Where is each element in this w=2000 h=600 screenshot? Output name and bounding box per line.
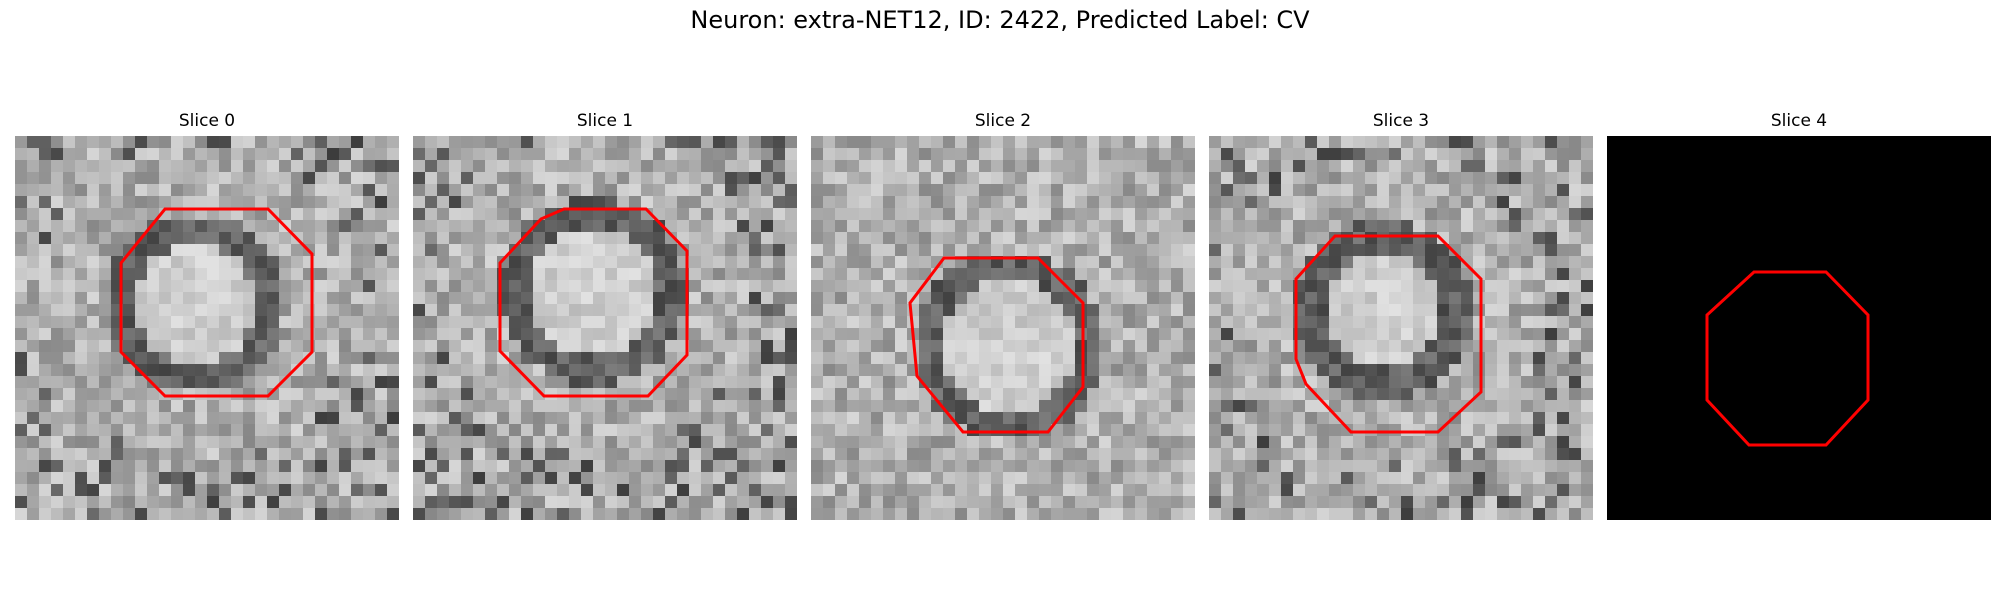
slice-image-3 xyxy=(1209,136,1593,520)
slice-image-4 xyxy=(1607,136,1991,520)
micrograph-pixels xyxy=(15,136,399,520)
slice-image-svg xyxy=(413,136,797,520)
micrograph-pixels xyxy=(1209,136,1593,520)
slice-title: Slice 2 xyxy=(974,111,1032,131)
slice-image-2 xyxy=(811,136,1195,520)
slice-title: Slice 4 xyxy=(1770,111,1828,131)
slice-title: Slice 0 xyxy=(178,111,236,131)
slice-image-svg xyxy=(1607,136,1991,520)
slice-panel-2: Slice 2 xyxy=(811,108,1195,520)
micrograph-pixels xyxy=(811,136,1195,520)
slice-image-svg xyxy=(811,136,1195,520)
slice-image-1 xyxy=(413,136,797,520)
slice-panel-4: Slice 4 xyxy=(1607,108,1991,520)
roi-outline xyxy=(1705,270,1870,447)
figure-title: Neuron: extra-NET12, ID: 2422, Predicted… xyxy=(690,6,1310,34)
slice-title: Slice 1 xyxy=(576,111,634,131)
roi-outline xyxy=(908,256,1085,434)
slice-panel-0: Slice 0 xyxy=(15,108,399,520)
empty-slice-background xyxy=(1607,136,1991,520)
slice-image-svg xyxy=(15,136,399,520)
roi-outline xyxy=(498,207,689,398)
roi-outline xyxy=(1294,234,1483,434)
slice-image-svg xyxy=(1209,136,1593,520)
slice-panel-1: Slice 1 xyxy=(413,108,797,520)
roi-outline xyxy=(119,207,314,398)
slice-image-0 xyxy=(15,136,399,520)
micrograph-pixels xyxy=(413,136,797,520)
slice-panel-3: Slice 3 xyxy=(1209,108,1593,520)
slice-title: Slice 3 xyxy=(1372,111,1430,131)
